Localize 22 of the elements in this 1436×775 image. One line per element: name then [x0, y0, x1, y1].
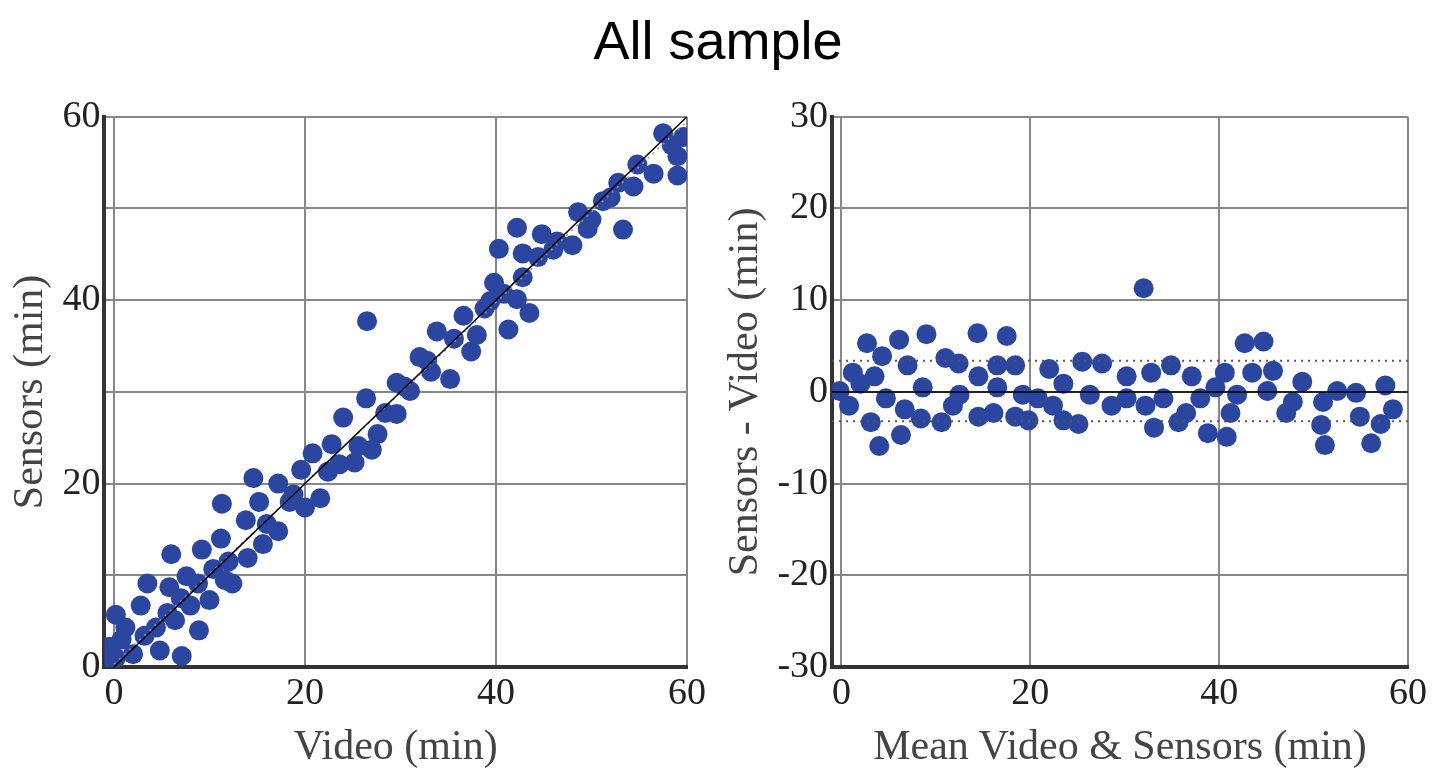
- y-tick-label: -30: [777, 642, 829, 685]
- chart-title: All sample: [592, 9, 844, 72]
- x-tick-label: 40: [476, 669, 515, 712]
- y-tick-label: -10: [777, 459, 829, 502]
- y-tick-label: -20: [777, 551, 829, 594]
- y-axis-title: Sensors - Video (min): [720, 207, 768, 577]
- y-tick-label: 20: [62, 459, 101, 502]
- y-tick-label: 40: [62, 276, 101, 319]
- x-tick-label: 40: [1200, 669, 1239, 712]
- x-axis-title: Video (min): [293, 721, 498, 769]
- x-tick-label: 60: [1389, 669, 1427, 712]
- y-tick-label: 10: [790, 276, 829, 319]
- y-tick-label: 60: [62, 92, 101, 135]
- x-tick-label: 20: [285, 669, 324, 712]
- y-tick-label: 30: [790, 92, 829, 135]
- y-tick-label: 0: [81, 642, 101, 685]
- y-tick-label: 20: [790, 184, 829, 227]
- x-tick-label: 20: [1011, 669, 1050, 712]
- y-axis-title: Sensors (min): [5, 274, 53, 510]
- y-tick-label: 0: [809, 367, 829, 410]
- x-axis-title: Mean Video & Sensors (min): [873, 721, 1367, 769]
- x-tick-label: 60: [668, 669, 706, 712]
